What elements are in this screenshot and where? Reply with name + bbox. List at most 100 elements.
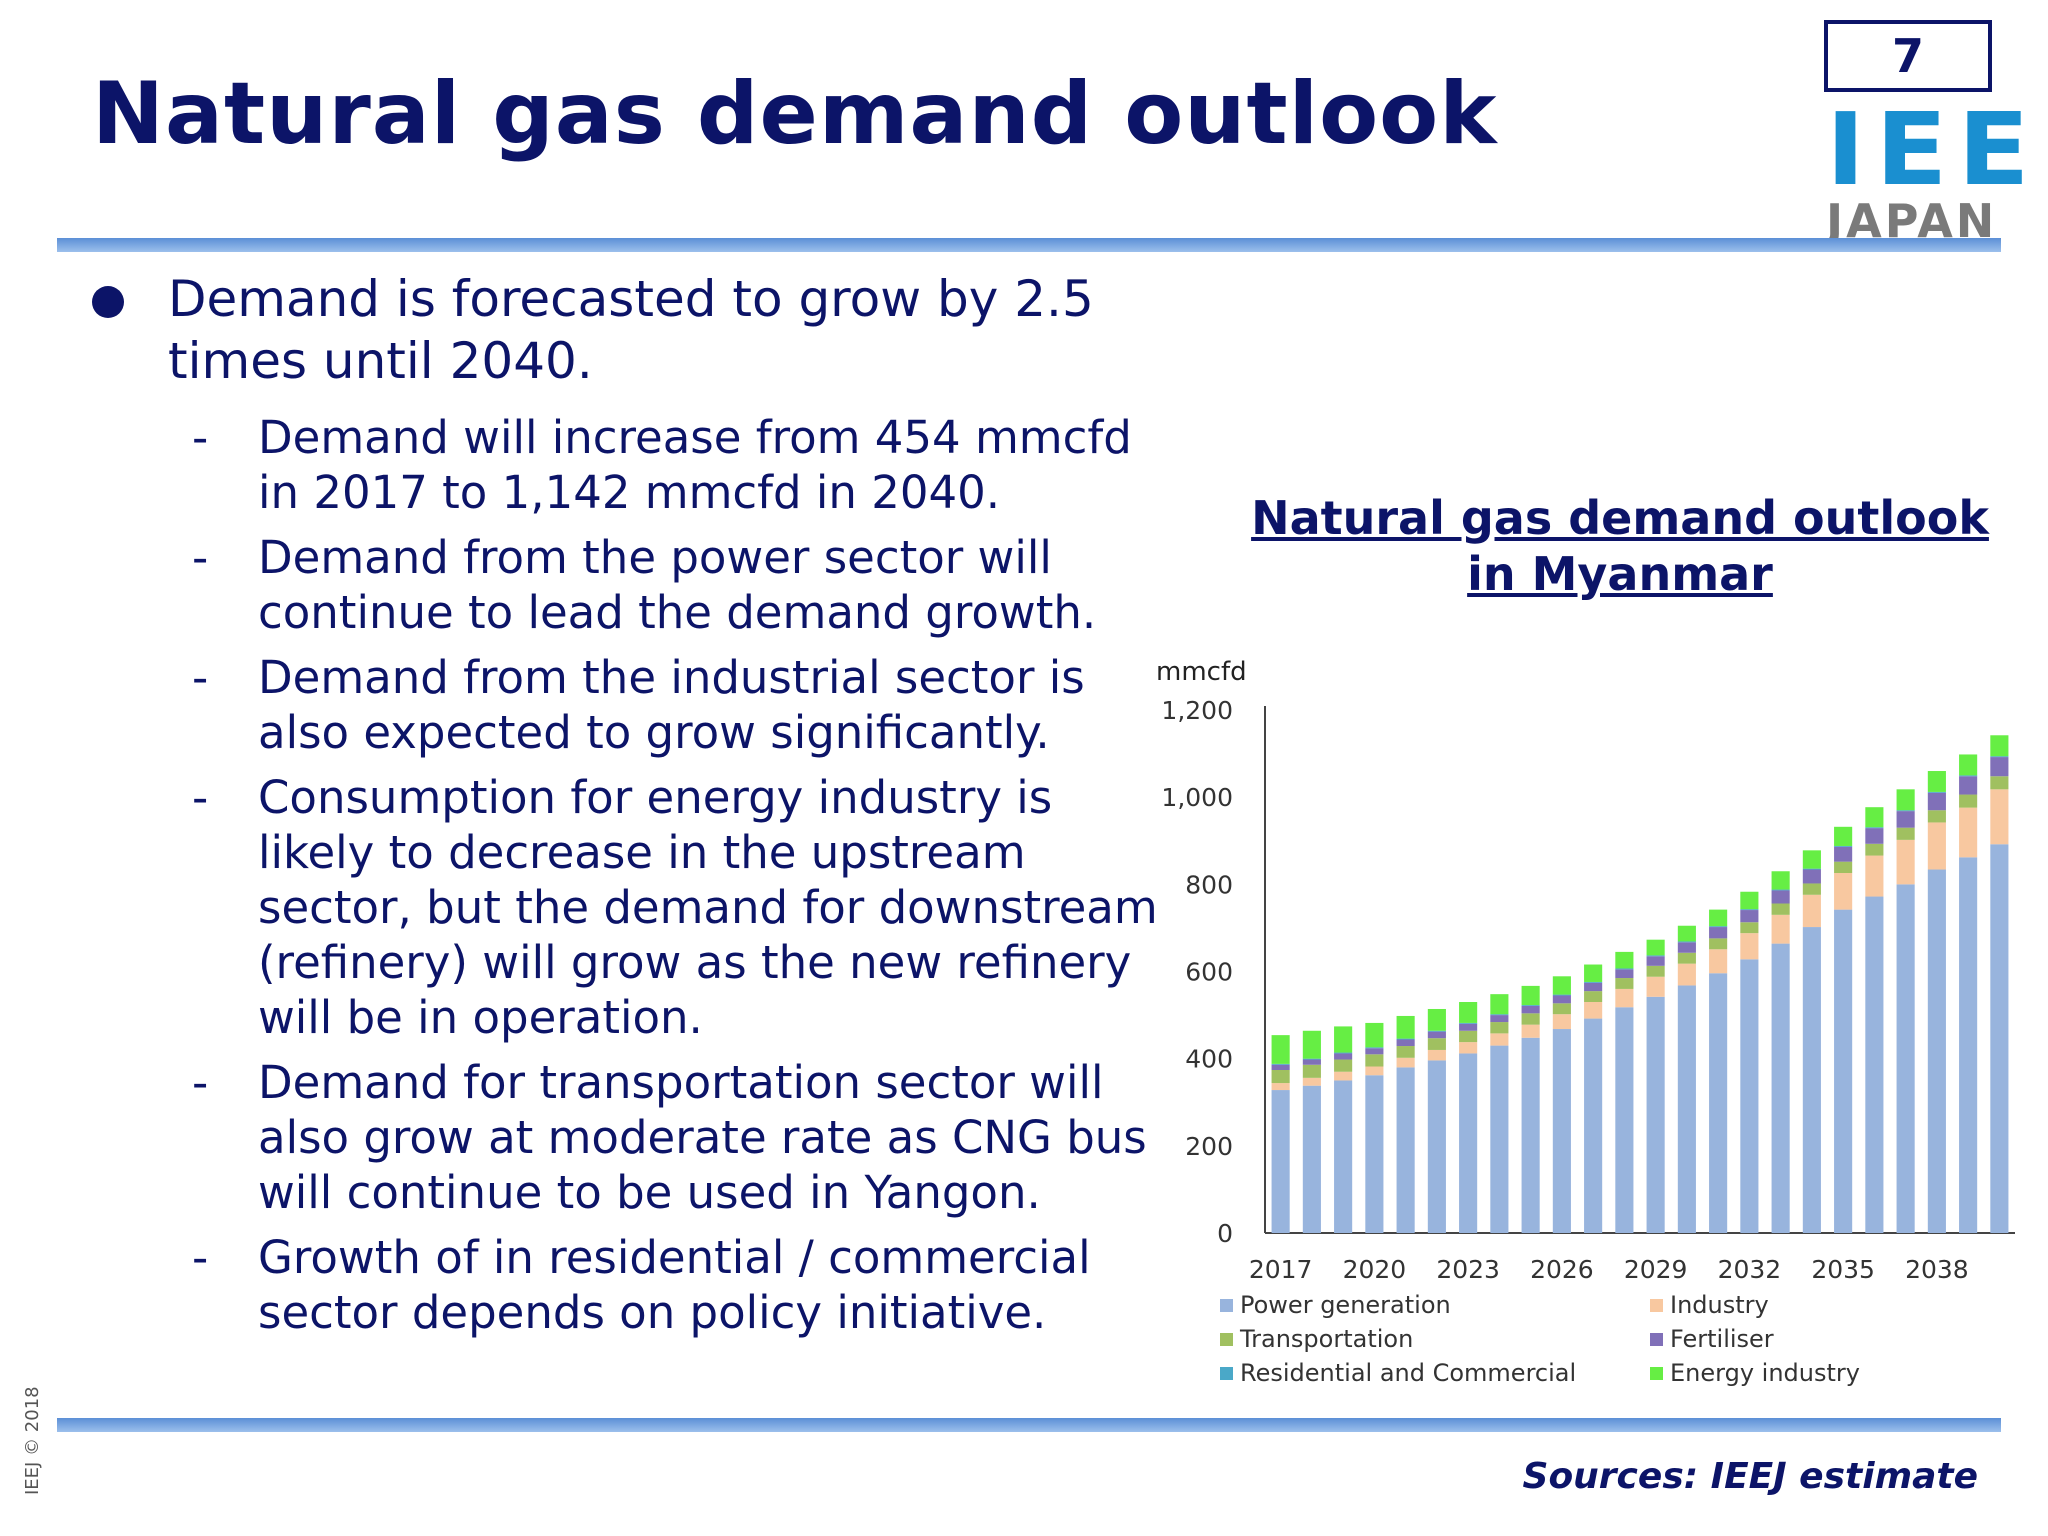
main-bullet: Demand is forecasted to grow by 2.5 time… bbox=[92, 268, 1172, 392]
bar-segment-transportation bbox=[1646, 965, 1665, 977]
bar-segment-power-generation bbox=[1490, 1045, 1509, 1233]
bar-segment-industry bbox=[1865, 855, 1884, 897]
y-tick-label: 600 bbox=[1185, 958, 1233, 987]
bar-segment-energy-industry bbox=[1334, 1026, 1353, 1053]
legend-label: Energy industry bbox=[1670, 1359, 1860, 1387]
bar-segment-industry bbox=[1521, 1024, 1540, 1038]
bar-segment-residential-and-commercial bbox=[1896, 810, 1915, 812]
bar-segment-industry bbox=[1584, 1002, 1603, 1019]
legend-label: Power generation bbox=[1240, 1291, 1451, 1319]
bar-segment-industry bbox=[1459, 1042, 1478, 1054]
bar-segment-residential-and-commercial bbox=[1802, 868, 1821, 870]
copyright-text: IEEJ © 2018 bbox=[22, 1386, 43, 1495]
stacked-bar-chart: mmcfd 0 200 400 600 800 1,000 1,200 2017 2020 2023… bbox=[1156, 657, 2015, 1387]
bar-segment-fertiliser bbox=[1427, 1031, 1446, 1039]
bar-segment-energy-industry bbox=[1802, 850, 1821, 869]
bar-segment-energy-industry bbox=[1990, 735, 2009, 757]
bar-segment-residential-and-commercial bbox=[1959, 775, 1978, 777]
sub-bullet-text: Demand from the industrial sector is als… bbox=[258, 651, 1085, 759]
bar-segment-industry bbox=[1896, 839, 1915, 885]
main-bullet-text: Demand is forecasted to grow by 2.5 time… bbox=[168, 270, 1094, 390]
bar-segment-power-generation bbox=[1334, 1080, 1353, 1233]
bar-segment-fertiliser bbox=[1802, 869, 1821, 884]
bar-segment-fertiliser bbox=[1615, 969, 1634, 979]
x-tick-label: 2035 bbox=[1811, 1255, 1875, 1284]
bar-segment-residential-and-commercial bbox=[1709, 926, 1728, 928]
bar-segment-fertiliser bbox=[1521, 1005, 1540, 1014]
bar-segment-industry bbox=[1959, 807, 1978, 858]
x-tick-label: 2029 bbox=[1624, 1255, 1688, 1284]
bar-segment-industry bbox=[1552, 1014, 1571, 1030]
bullet-list: Demand is forecasted to grow by 2.5 time… bbox=[92, 268, 1172, 1350]
bar-segment-power-generation bbox=[1521, 1037, 1540, 1233]
legend-swatch bbox=[1650, 1299, 1663, 1312]
bar-segment-transportation bbox=[1552, 1003, 1571, 1015]
bar-segment-transportation bbox=[1396, 1046, 1415, 1058]
sub-bullet-3: - Demand from the industrial sector is al… bbox=[192, 651, 1085, 759]
bar-segment-power-generation bbox=[1459, 1053, 1478, 1233]
legend-swatch bbox=[1650, 1333, 1663, 1346]
bar-segment-transportation bbox=[1427, 1038, 1446, 1050]
sub-bullet-2: - Demand from the power sector will conti… bbox=[192, 531, 1097, 639]
bar-segment-energy-industry bbox=[1834, 826, 1853, 846]
y-tick-label: 0 bbox=[1217, 1219, 1233, 1248]
bar-segment-power-generation bbox=[1271, 1090, 1290, 1233]
bar-segment-energy-industry bbox=[1271, 1035, 1290, 1064]
bar-segment-transportation bbox=[1927, 810, 1946, 823]
bar-segment-residential-and-commercial bbox=[1365, 1047, 1384, 1049]
bar-segment-transportation bbox=[1302, 1064, 1321, 1078]
bar-segment-transportation bbox=[1771, 903, 1790, 915]
bar-segment-fertiliser bbox=[1552, 995, 1571, 1004]
bar-segment-energy-industry bbox=[1709, 909, 1728, 927]
bar-segment-power-generation bbox=[1865, 896, 1884, 1233]
bar-segment-power-generation bbox=[1646, 996, 1665, 1233]
ieej-logo: IEE JAPAN bbox=[1826, 100, 2030, 247]
bar-segment-industry bbox=[1365, 1066, 1384, 1076]
bar-segment-power-generation bbox=[1396, 1067, 1415, 1233]
bar-segment-industry bbox=[1709, 949, 1728, 974]
legend-label: Industry bbox=[1670, 1291, 1769, 1319]
bar-segment-power-generation bbox=[1302, 1085, 1321, 1233]
bar-segment-fertiliser bbox=[1834, 846, 1853, 862]
bar-segment-transportation bbox=[1677, 952, 1696, 964]
bar-segment-power-generation bbox=[1990, 844, 2009, 1233]
sub-bullet-5: - Demand for transportation sector will a… bbox=[192, 1056, 1147, 1219]
legend-label: Residential and Commercial bbox=[1240, 1359, 1576, 1387]
bar-segment-transportation bbox=[1521, 1013, 1540, 1025]
sub-bullet-text: Demand will increase from 454 mmcfd in 2… bbox=[258, 411, 1132, 519]
bar-segment-residential-and-commercial bbox=[1396, 1038, 1415, 1040]
bar-segment-transportation bbox=[1990, 776, 2009, 790]
bar-segment-transportation bbox=[1365, 1054, 1384, 1067]
bar-segment-power-generation bbox=[1584, 1018, 1603, 1233]
bar-segment-fertiliser bbox=[1490, 1015, 1509, 1023]
bar-segment-power-generation bbox=[1677, 985, 1696, 1233]
bar-segment-transportation bbox=[1865, 843, 1884, 856]
bar-segment-transportation bbox=[1896, 827, 1915, 840]
bar-segment-industry bbox=[1302, 1077, 1321, 1086]
bar-segment-power-generation bbox=[1802, 927, 1821, 1233]
y-tick-label: 200 bbox=[1185, 1132, 1233, 1161]
x-tick-label: 2038 bbox=[1905, 1255, 1969, 1284]
bar-segment-energy-industry bbox=[1740, 891, 1759, 910]
bar-segment-energy-industry bbox=[1865, 807, 1884, 828]
bar-segment-energy-industry bbox=[1677, 925, 1696, 942]
y-tick-label: 1,000 bbox=[1161, 783, 1233, 812]
bar-segment-fertiliser bbox=[1584, 982, 1603, 992]
bar-segment-residential-and-commercial bbox=[1521, 1005, 1540, 1006]
bar-segment-transportation bbox=[1834, 861, 1853, 874]
x-tick-label: 2017 bbox=[1249, 1255, 1313, 1284]
bar-segment-energy-industry bbox=[1552, 976, 1571, 995]
bar-segment-fertiliser bbox=[1365, 1048, 1384, 1055]
bottom-divider bbox=[57, 1418, 2001, 1432]
bar-segment-transportation bbox=[1490, 1022, 1509, 1034]
bar-segment-energy-industry bbox=[1646, 939, 1665, 956]
bar-segment-residential-and-commercial bbox=[1334, 1052, 1353, 1054]
sub-bullet-text: Growth of in residential / commercial se… bbox=[258, 1231, 1091, 1339]
bar-segment-transportation bbox=[1334, 1059, 1353, 1072]
bar-segment-fertiliser bbox=[1646, 956, 1665, 966]
bar-segment-fertiliser bbox=[1771, 890, 1790, 904]
bar-segment-residential-and-commercial bbox=[1427, 1030, 1446, 1032]
bar-segment-fertiliser bbox=[1302, 1059, 1321, 1065]
y-tick-label: 1,200 bbox=[1161, 696, 1233, 725]
bar-segment-residential-and-commercial bbox=[1615, 968, 1634, 970]
